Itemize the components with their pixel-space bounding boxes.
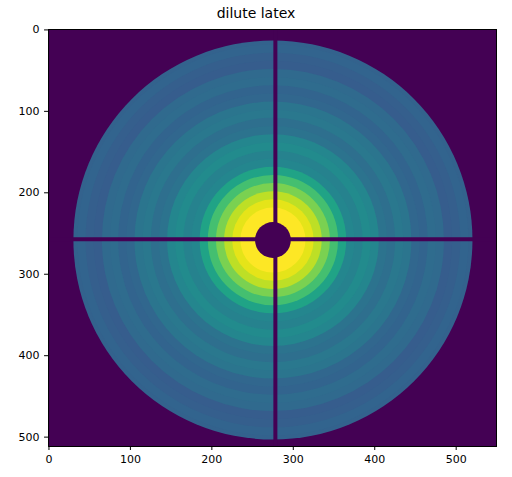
svg-text:300: 300 xyxy=(19,268,40,281)
svg-text:300: 300 xyxy=(283,453,304,466)
svg-text:100: 100 xyxy=(19,105,40,118)
svg-text:500: 500 xyxy=(446,453,467,466)
svg-text:0: 0 xyxy=(33,23,40,36)
svg-text:100: 100 xyxy=(120,453,141,466)
svg-text:200: 200 xyxy=(201,453,222,466)
html-text:dilute latex: dilute latex xyxy=(216,5,296,21)
svg-text:200: 200 xyxy=(19,186,40,199)
svg-text:0: 0 xyxy=(45,453,52,466)
svg-text:400: 400 xyxy=(364,453,385,466)
svg-text:400: 400 xyxy=(19,349,40,362)
svg-text:500: 500 xyxy=(19,431,40,444)
